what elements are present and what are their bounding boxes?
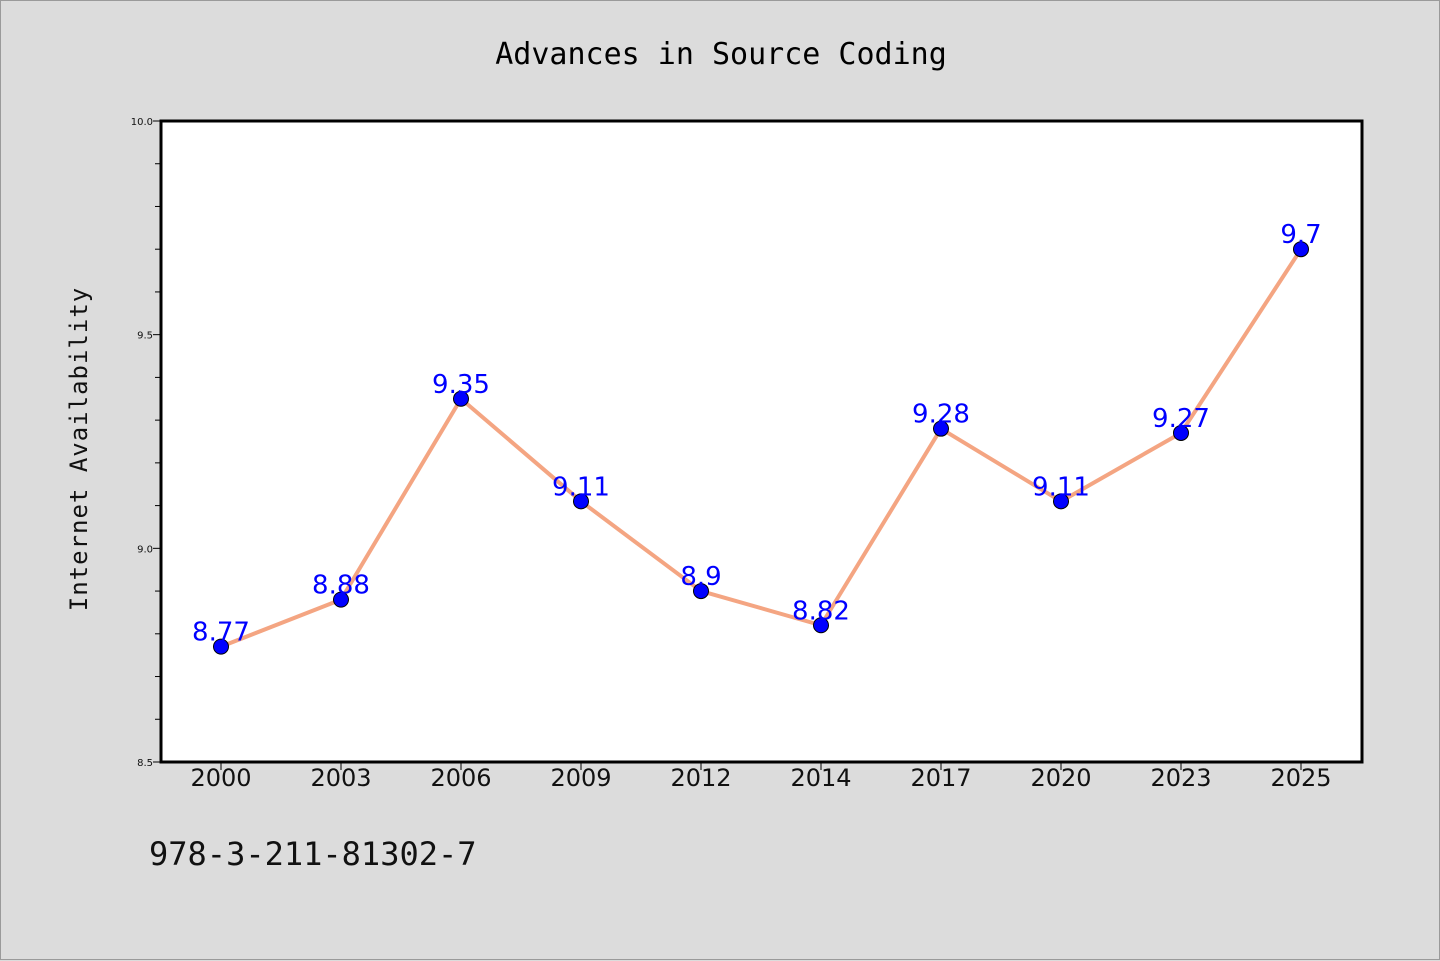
data-label: 8.77: [192, 618, 250, 648]
data-label: 9.35: [432, 370, 490, 400]
y-tick-label: 8.5: [137, 758, 153, 769]
series-line: [219, 247, 1303, 649]
y-tick-label: 9.0: [137, 544, 153, 555]
data-label: 8.9: [680, 562, 721, 592]
data-label: 8.88: [312, 571, 370, 601]
x-tick-label: 2000: [190, 764, 251, 792]
y-tick-label: 10.0: [131, 117, 153, 128]
data-point: [1053, 493, 1069, 510]
data-point: [453, 390, 469, 407]
x-tick-label: 2009: [550, 764, 611, 792]
footer-isbn: 978-3-211-81302-7: [149, 835, 477, 873]
data-point: [933, 420, 949, 437]
x-tick-label: 2006: [430, 764, 491, 792]
series-layer: 8.77 8.88 9.35 9.11 8.9 8.82 9.28 9.11 9.27 9.7: [192, 220, 1322, 655]
chart-title: Advances in Source Coding: [495, 37, 947, 72]
data-point: [573, 493, 589, 510]
x-tick-label: 2025: [1270, 764, 1331, 792]
x-tick-label: 2020: [1030, 764, 1091, 792]
x-tick-label: 2023: [1150, 764, 1211, 792]
y-axis: 8.5 9.0 9.5 10.0: [131, 117, 161, 769]
data-label: 9.11: [552, 472, 610, 502]
plot-area: [161, 121, 1362, 762]
data-point: [333, 591, 349, 608]
data-point: [1293, 241, 1309, 258]
data-label: 9.27: [1152, 404, 1210, 434]
x-tick-label: 2017: [910, 764, 971, 792]
x-tick-label: 2014: [790, 764, 851, 792]
data-point: [213, 638, 229, 655]
x-tick-label: 2003: [310, 764, 371, 792]
x-axis: 2000 2003 2006 2009 2012 2014 2017 2020 2023 2025: [190, 762, 1332, 792]
data-point: [813, 617, 829, 634]
data-label: 9.28: [912, 400, 970, 430]
x-tick-label: 2012: [670, 764, 731, 792]
y-axis-label: Internet Availability: [65, 287, 93, 611]
data-label: 9.11: [1032, 472, 1090, 502]
data-label: 8.82: [792, 596, 850, 626]
data-point: [1173, 424, 1189, 441]
y-tick-label: 9.5: [137, 331, 153, 342]
data-point: [693, 583, 709, 600]
data-label: 9.7: [1280, 220, 1321, 250]
plot-frame: [159, 119, 1364, 764]
